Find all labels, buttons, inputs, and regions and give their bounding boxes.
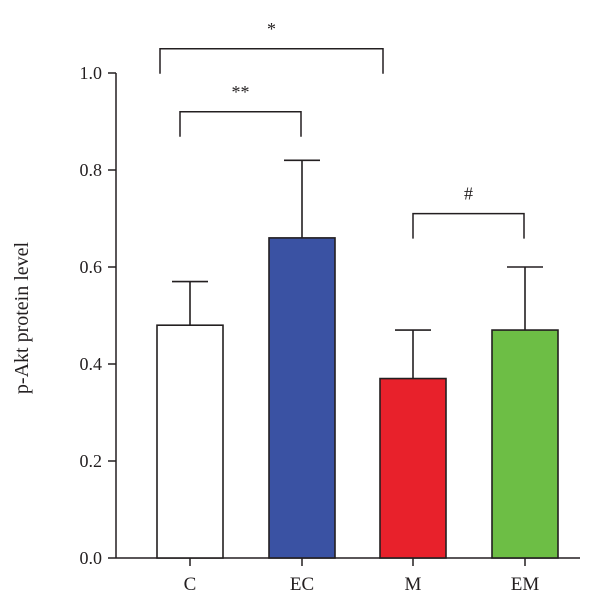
y-tick-label: 0.2 [80,451,103,471]
x-category-label: EC [290,574,314,595]
significance-label: ** [232,82,250,102]
bar-m [379,377,447,559]
significance-bracket [412,212,525,239]
significance-bracket [159,48,384,74]
x-category-labels: C EC M EM [184,574,540,595]
significance-label: * [267,19,276,39]
y-tick-label: 0.0 [80,548,103,568]
significance-bracket [179,111,302,137]
y-tick-label: 0.8 [80,160,103,180]
y-tick-label: 0.4 [80,354,103,374]
x-category-label: EM [511,574,540,595]
y-tick-label: 1.0 [80,63,103,83]
error-bars [172,159,543,379]
significance-brackets: ***# [159,19,525,239]
x-category-label: M [405,574,422,595]
y-tick-label: 0.6 [80,257,103,277]
significance-label: # [464,184,473,204]
bar-ec [268,237,336,559]
bar-c [156,324,224,559]
x-category-label: C [184,574,197,595]
y-axis-title: p-Akt protein level [11,241,33,394]
bar-em [491,329,559,559]
bars [156,237,559,559]
